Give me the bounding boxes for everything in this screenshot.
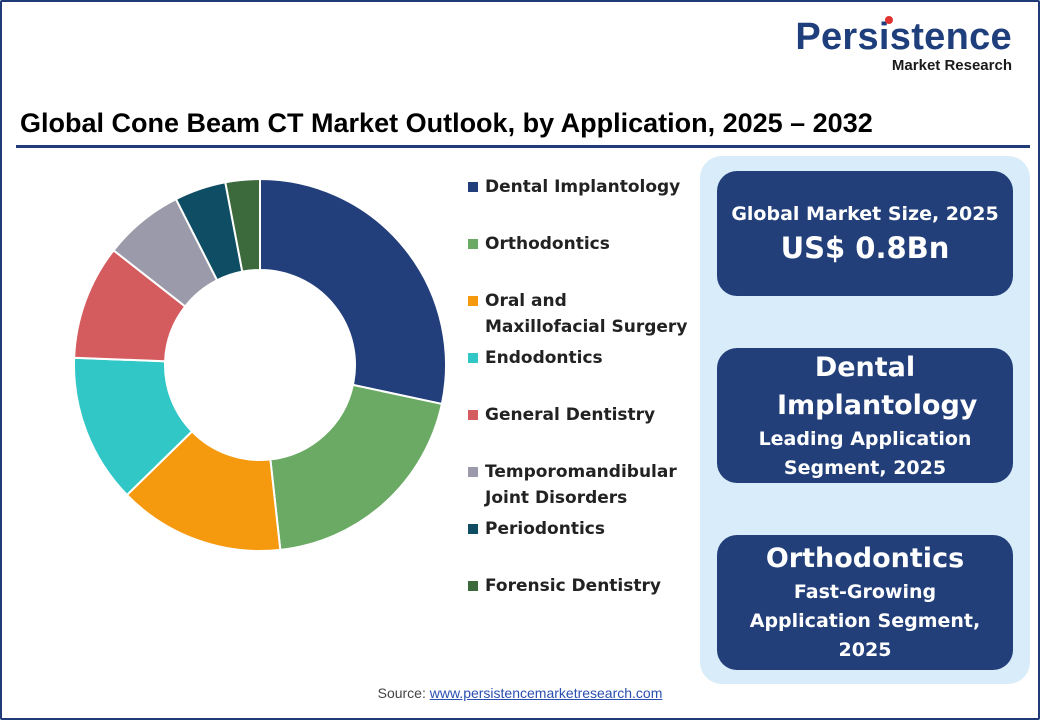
- persistence-logo: Persistence Market Research: [795, 16, 1012, 75]
- legend-label: Endodontics: [485, 348, 603, 368]
- legend-item: Dental Implantology: [468, 174, 680, 200]
- leading-segment-name: Dental Implantology: [777, 351, 978, 421]
- legend-item: Endodontics: [468, 345, 603, 371]
- legend-item: Orthodontics: [468, 231, 610, 257]
- source-prefix: Source:: [377, 685, 426, 701]
- legend-label: Dental Implantology: [485, 177, 681, 197]
- donut-slice-forensic-dentistry: [224, 177, 261, 273]
- market-size-value: US$ 0.8Bn: [780, 231, 950, 265]
- leading-segment-card: Dental Implantology Leading Application …: [717, 348, 1013, 483]
- donut-chart: [73, 177, 447, 552]
- legend-swatch: [468, 182, 478, 192]
- fast-growing-card: Orthodontics Fast-Growing Application Se…: [717, 535, 1013, 670]
- title-divider: [16, 145, 1030, 148]
- market-size-card: Global Market Size, 2025 US$ 0.8Bn: [717, 171, 1013, 296]
- market-size-label: Global Market Size, 2025: [731, 203, 999, 225]
- logo-sub-text: Market Research: [891, 57, 1012, 74]
- donut-slice-dental-implantology: [259, 177, 447, 406]
- legend-swatch: [468, 296, 478, 306]
- legend-label: Temporomandibular Joint Disorders: [485, 462, 677, 508]
- legend-item: Periodontics: [468, 516, 605, 542]
- leading-segment-desc: Leading Application Segment, 2025: [758, 427, 972, 479]
- legend-label: Oral and Maxillofacial Surgery: [485, 291, 688, 337]
- legend-item: Temporomandibular Joint Disorders: [468, 459, 678, 511]
- legend-label: General Dentistry: [485, 405, 656, 425]
- source-link[interactable]: www.persistencemarketresearch.com: [429, 685, 663, 701]
- logo-main-text: Persistence: [795, 16, 1012, 58]
- logo-main-label: Persistence: [795, 16, 1012, 58]
- legend-swatch: [468, 410, 478, 420]
- fast-growing-desc: Fast-Growing Application Segment, 2025: [749, 581, 981, 661]
- logo-dot: [885, 16, 894, 24]
- legend-item: Forensic Dentistry: [468, 573, 661, 599]
- legend-item: General Dentistry: [468, 402, 655, 428]
- legend-label: Periodontics: [485, 519, 605, 539]
- donut-slice-orthodontics: [269, 383, 444, 551]
- source-line: Source: www.persistencemarketresearch.co…: [0, 685, 1040, 701]
- legend-swatch: [468, 581, 478, 591]
- legend-swatch: [468, 353, 478, 363]
- fast-growing-name: Orthodontics: [765, 543, 965, 574]
- chart-title: Global Cone Beam CT Market Outlook, by A…: [20, 108, 873, 138]
- legend-swatch: [468, 239, 478, 249]
- legend-swatch: [468, 524, 478, 534]
- legend-label: Orthodontics: [485, 234, 610, 254]
- legend-label: Forensic Dentistry: [485, 576, 661, 596]
- legend-swatch: [468, 467, 478, 477]
- legend-item: Oral and Maxillofacial Surgery: [468, 288, 688, 340]
